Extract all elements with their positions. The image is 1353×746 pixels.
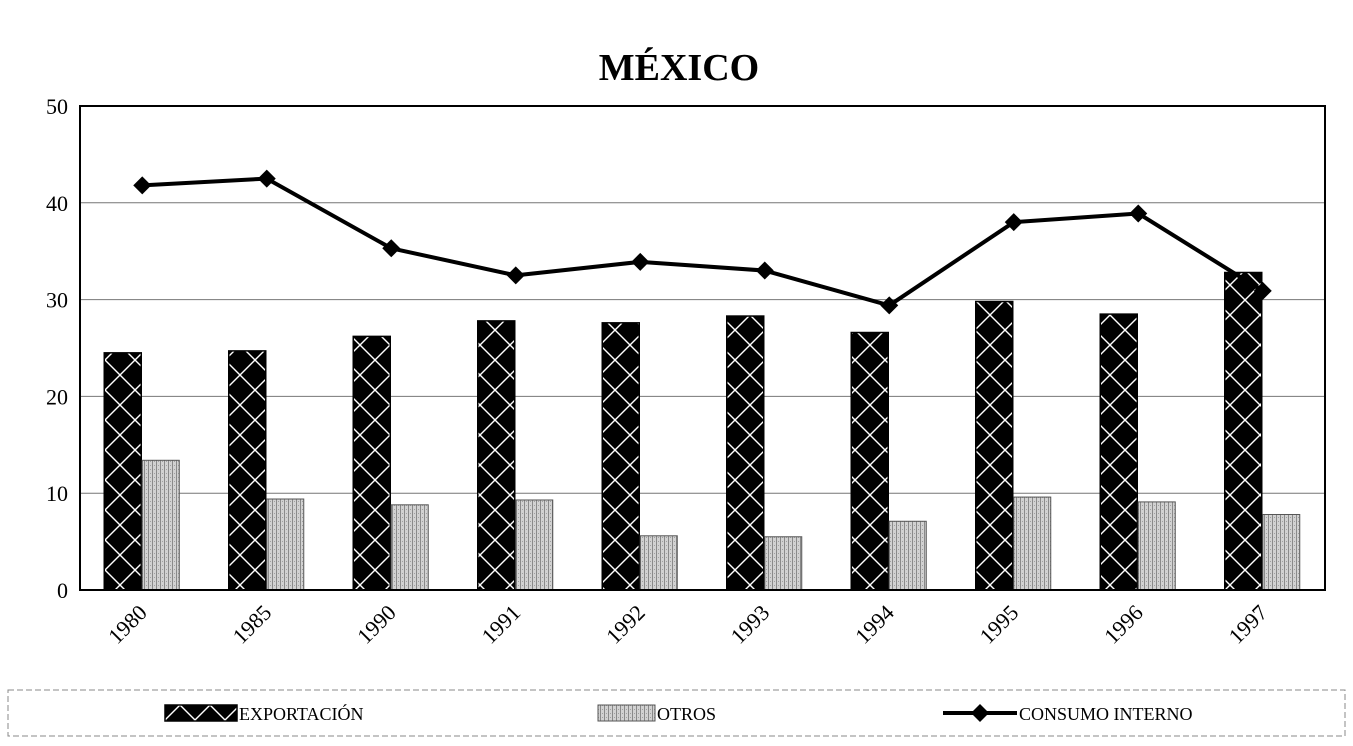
y-tick-label: 40 [46, 191, 68, 216]
y-tick-label: 30 [46, 288, 68, 313]
marker-consumo-interno [755, 261, 774, 280]
bar-otros [639, 535, 678, 591]
x-tick-label: 1995 [974, 600, 1023, 649]
x-axis-ticks: 1980 1985 1990 1991 1992 1993 1994 1995 1996 1997 [103, 600, 1272, 649]
bar-exportacion [850, 331, 889, 591]
x-tick-label: 1994 [850, 600, 899, 649]
marker-consumo-interno [631, 252, 650, 271]
marker-consumo-interno [880, 296, 899, 315]
bar-otros [1262, 513, 1301, 591]
y-axis-ticks: 0 10 20 30 40 50 [46, 94, 68, 603]
line-consumo-interno [142, 176, 1264, 308]
bar-otros [764, 536, 803, 591]
x-tick-label: 1985 [227, 600, 276, 649]
legend-box [7, 689, 1346, 737]
legend-label-otros: OTROS [657, 704, 716, 724]
x-tick-label: 1991 [476, 600, 525, 649]
x-tick-label: 1992 [601, 600, 650, 649]
bar-otros [1137, 501, 1176, 591]
y-tick-label: 0 [57, 578, 68, 603]
legend: EXPORTACIÓN OTROS CONSUMO INTERNO [164, 703, 1193, 724]
marker-consumo-interno [1004, 213, 1023, 232]
marker-consumo-interno [1129, 204, 1148, 223]
marker-consumo-interno [506, 266, 525, 285]
x-tick-label: 1993 [725, 600, 774, 649]
bar-exportacion [1224, 271, 1263, 591]
plot-area-frame [79, 105, 1326, 591]
line-series [133, 169, 1272, 315]
bars [103, 271, 1301, 591]
bar-exportacion [726, 315, 765, 591]
marker-consumo-interno [1253, 281, 1272, 300]
bar-exportacion [1099, 313, 1138, 591]
bar-exportacion [103, 352, 142, 591]
legend-swatch-consumo-marker [971, 704, 989, 722]
legend-label-consumo-interno: CONSUMO INTERNO [1019, 704, 1193, 724]
bar-exportacion [228, 350, 267, 591]
marker-consumo-interno [133, 176, 152, 195]
bar-exportacion [352, 335, 391, 591]
y-tick-label: 20 [46, 384, 68, 409]
chart-title: MÉXICO [599, 47, 759, 89]
legend-swatch-exportacion [164, 704, 238, 722]
bar-otros [141, 459, 180, 591]
gridlines [80, 202, 1325, 494]
x-tick-label: 1980 [103, 600, 152, 649]
bar-exportacion [601, 322, 640, 591]
bar-otros [266, 498, 305, 591]
x-tick-label: 1997 [1223, 600, 1272, 649]
bar-otros [1013, 496, 1052, 591]
bar-exportacion [477, 320, 516, 591]
bar-otros [888, 520, 927, 591]
marker-consumo-interno [257, 169, 276, 188]
bar-otros [515, 499, 554, 591]
x-tick-label: 1990 [352, 600, 401, 649]
bar-otros [390, 504, 429, 591]
legend-label-exportacion: EXPORTACIÓN [239, 703, 363, 724]
marker-consumo-interno [382, 239, 401, 258]
y-tick-label: 10 [46, 481, 68, 506]
bar-exportacion [975, 300, 1014, 591]
legend-swatch-otros [597, 704, 656, 722]
x-tick-label: 1996 [1099, 600, 1148, 649]
y-tick-label: 50 [46, 94, 68, 119]
